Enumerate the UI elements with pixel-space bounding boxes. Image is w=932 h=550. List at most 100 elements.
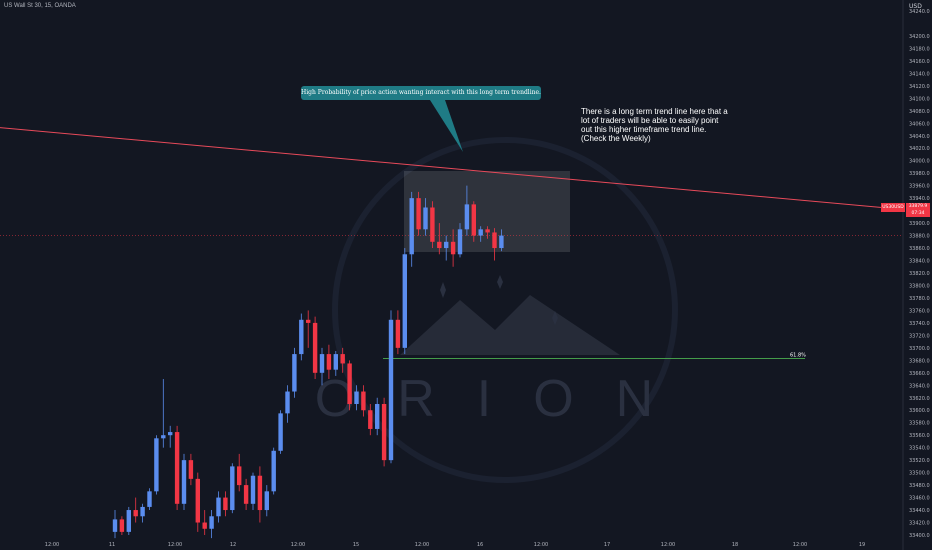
price-tick-label: 33740.0 xyxy=(909,321,930,327)
price-tick-label: 33820.0 xyxy=(909,271,930,277)
time-tick-label: 17 xyxy=(604,542,610,548)
candle-body xyxy=(126,510,131,532)
candle-body xyxy=(306,319,311,323)
price-tick-label: 33440.0 xyxy=(909,508,930,514)
price-tick-label: 33420.0 xyxy=(909,521,930,527)
callout-label[interactable]: High Probability of price action wanting… xyxy=(301,86,541,100)
time-tick-label: 19 xyxy=(859,542,865,548)
time-tick-label: 18 xyxy=(732,542,738,548)
price-tick-label: 34200.0 xyxy=(909,34,930,40)
callout-pointer xyxy=(430,100,463,152)
time-tick-label: 12:00 xyxy=(168,542,182,548)
price-tick-label: 33860.0 xyxy=(909,246,930,252)
currency-label: USD xyxy=(909,3,922,10)
price-tick-label: 33720.0 xyxy=(909,333,930,339)
price-tick-label: 34060.0 xyxy=(909,121,930,127)
candle-body xyxy=(347,363,352,404)
candle-body xyxy=(450,241,456,255)
note-text[interactable]: There is a long term trend line here tha… xyxy=(581,107,728,143)
candle-body xyxy=(195,478,200,523)
candle-body xyxy=(285,391,290,414)
candle-body xyxy=(168,432,173,436)
candle-body xyxy=(174,432,180,504)
candle-body xyxy=(112,519,118,532)
price-tick-label: 33800.0 xyxy=(909,283,930,289)
price-tick-label: 33980.0 xyxy=(909,171,930,177)
candle-body xyxy=(437,241,442,249)
zone-rect xyxy=(404,171,570,252)
price-tick-label: 33660.0 xyxy=(909,371,930,377)
price-tick-label: 33960.0 xyxy=(909,184,930,190)
time-tick-label: 12:00 xyxy=(793,542,807,548)
price-tick-label: 34240.0 xyxy=(909,9,930,15)
logo-mountains xyxy=(400,295,620,355)
time-tick-label: 11 xyxy=(109,542,115,548)
price-tick-label: 33900.0 xyxy=(909,221,930,227)
time-tick-label: 16 xyxy=(477,542,483,548)
last-price-value: 33879.9 xyxy=(908,204,928,209)
price-tick-label: 33620.0 xyxy=(909,396,930,402)
candle-body xyxy=(119,519,125,532)
candle-body xyxy=(147,491,152,507)
candle-body xyxy=(395,319,401,348)
candle-body xyxy=(471,204,476,236)
symbol-title: US Wall St 30, 15, OANDA xyxy=(4,3,76,9)
price-tick-label: 33560.0 xyxy=(909,433,930,439)
price-tick-label: 34160.0 xyxy=(909,59,930,65)
candle-body xyxy=(478,229,483,236)
candle-body xyxy=(216,497,221,517)
price-tick-label: 34040.0 xyxy=(909,134,930,140)
candle-body xyxy=(444,241,449,249)
candle-body xyxy=(202,522,207,529)
candle-body xyxy=(181,460,187,504)
price-tick-label: 34000.0 xyxy=(909,159,930,165)
consolidation-rectangle xyxy=(404,171,570,252)
candle-body xyxy=(361,391,366,411)
candle-body xyxy=(154,438,159,492)
candle-body xyxy=(209,516,214,529)
price-tick-label: 33480.0 xyxy=(909,483,930,489)
candle-body xyxy=(230,466,235,511)
price-tick-label: 33520.0 xyxy=(909,458,930,464)
candle-body xyxy=(430,207,435,242)
trendline-line xyxy=(0,127,904,210)
candle-body xyxy=(161,435,166,439)
time-tick-label: 12:00 xyxy=(661,542,675,548)
time-tick-label: 15 xyxy=(353,542,359,548)
symbol-price-tag: US30USD xyxy=(881,203,905,212)
price-tick-label: 33760.0 xyxy=(909,308,930,314)
candle-body xyxy=(223,497,228,511)
time-tick-label: 12:00 xyxy=(45,542,59,548)
price-tick-label: 34080.0 xyxy=(909,109,930,115)
candle-body xyxy=(485,229,490,233)
price-axis[interactable]: 34240.0 34200.0 34180.0 34160.0 34140.0 34120… xyxy=(902,0,930,550)
price-tick-label: 33460.0 xyxy=(909,496,930,502)
candle-body xyxy=(368,410,373,429)
time-axis[interactable]: 12:00 11 12:00 12 12:00 15 12:00 16 12:00 17 12:00… xyxy=(45,542,865,548)
candle-body xyxy=(354,391,359,404)
candle-body xyxy=(188,460,194,479)
price-tick-label: 34100.0 xyxy=(909,96,930,102)
price-tick-label: 33940.0 xyxy=(909,196,930,202)
candle-body xyxy=(292,354,297,392)
price-tick-label: 33780.0 xyxy=(909,296,930,302)
trendline xyxy=(0,100,904,210)
candle-body xyxy=(333,354,338,370)
candle-body xyxy=(133,510,138,517)
candle-body xyxy=(326,354,332,370)
price-tick-label: 33680.0 xyxy=(909,358,930,364)
candle-body xyxy=(457,229,463,255)
candle-body xyxy=(312,322,318,373)
logo-ring xyxy=(332,137,678,483)
time-tick-label: 12:00 xyxy=(415,542,429,548)
candle-body xyxy=(416,198,421,230)
candle-body xyxy=(499,235,504,249)
price-tick-label: 34180.0 xyxy=(909,46,930,52)
candle-body xyxy=(257,475,263,511)
candle-body xyxy=(319,354,325,373)
candle-body xyxy=(278,413,283,451)
time-tick-label: 12 xyxy=(230,542,236,548)
price-tick-label: 33880.0 xyxy=(909,234,930,240)
candle-body xyxy=(381,404,387,461)
